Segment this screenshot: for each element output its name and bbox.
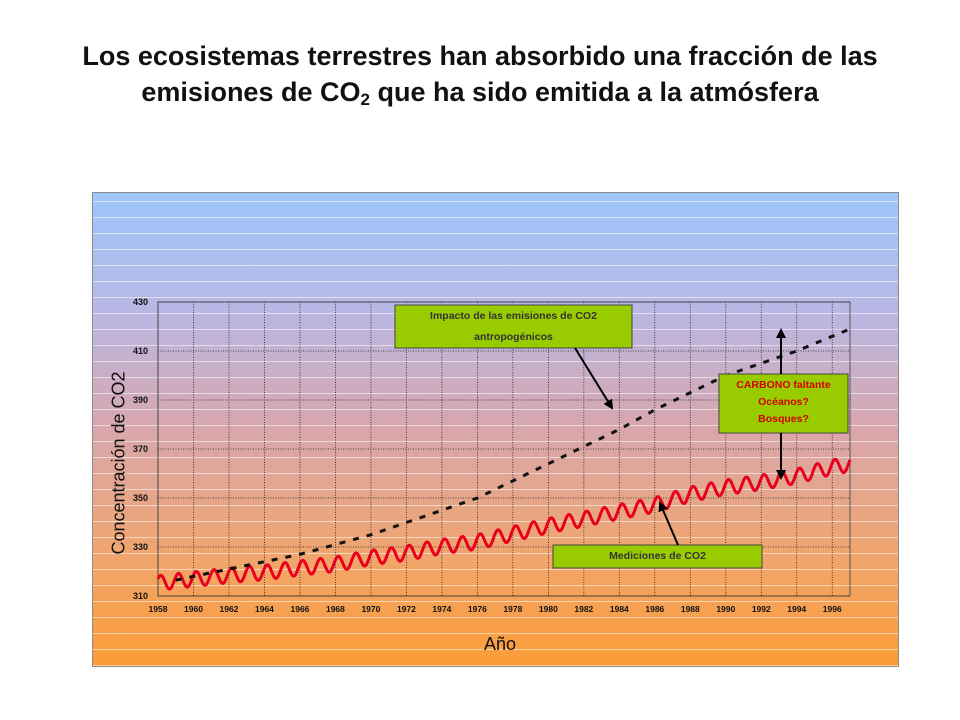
x-tick-label: 1966 [290,604,309,614]
background-stripe [93,393,898,394]
annotation-mediciones [552,544,763,569]
x-tick-label: 1996 [823,604,842,614]
background-stripe [93,601,898,602]
background-stripe [93,457,898,458]
annotation-carbono-faltante-text: CARBONO faltante [736,379,831,391]
x-tick-label: 1990 [716,604,735,614]
y-tick-label: 350 [133,493,148,503]
x-tick-label: 1976 [468,604,487,614]
x-axis-label: Año [483,634,517,654]
background-stripe [93,633,898,634]
x-tick-label: 1962 [220,604,239,614]
annotation-emisiones-text: Impacto de las emisiones de CO2 [430,310,597,322]
background-stripe [93,473,898,474]
title-line-2: emisiones de CO2 que ha sido emitida a l… [40,74,920,118]
background-stripe [93,409,898,410]
x-tick-label: 1964 [255,604,274,614]
title-line-2-post: que ha sido emitida a la atmósfera [369,77,819,107]
y-tick-label: 430 [133,297,148,307]
background-stripe [93,617,898,618]
background-stripe [93,249,898,250]
y-tick-label: 410 [133,346,148,356]
series-emisiones-line [175,327,851,582]
y-tick-label: 310 [133,591,148,601]
background-stripe [93,489,898,490]
background-stripe [93,585,898,586]
y-tick-label: 370 [133,444,148,454]
background-stripe [93,441,898,442]
title-line-2-sub: 2 [360,90,370,109]
x-tick-label: 1978 [503,604,522,614]
title-line-1: Los ecosistemas terrestres han absorbido… [82,41,878,71]
background-stripe [93,521,898,522]
annotation-emisiones-text: antropogénicos [474,331,553,343]
annotation-carbono-faltante [718,373,849,434]
x-tick-label: 1974 [432,604,451,614]
y-tick-label: 390 [133,395,148,405]
x-tick-label: 1960 [184,604,203,614]
background-stripe [93,265,898,266]
background-stripe [93,297,898,298]
x-tick-label: 1992 [752,604,771,614]
background-stripe [93,569,898,570]
x-tick-label: 1988 [681,604,700,614]
x-tick-label: 1958 [149,604,168,614]
x-tick-label: 1984 [610,604,629,614]
background-stripe [93,505,898,506]
background-stripe [93,201,898,202]
arrow-emisiones [574,347,614,410]
background-stripe [93,233,898,234]
title-line-2-pre: emisiones de CO [141,77,361,107]
x-tick-label: 1970 [361,604,380,614]
background-stripe [93,281,898,282]
background-stripe [93,217,898,218]
background-stripe [93,553,898,554]
annotation-emisiones [394,304,633,349]
annotation-mediciones-text: Mediciones de CO2 [609,550,706,562]
x-tick-label: 1968 [326,604,345,614]
x-tick-label: 1986 [645,604,664,614]
x-tick-label: 1980 [539,604,558,614]
x-tick-label: 1972 [397,604,416,614]
y-axis-label-text: Concentración de CO2 [108,371,129,555]
x-tick-label: 1982 [574,604,593,614]
annotation-carbono-faltante-text: Bosques? [758,413,809,425]
slide-title: Los ecosistemas terrestres han absorbido… [40,38,920,118]
background-stripe [93,425,898,426]
background-stripe [93,649,898,650]
y-tick-label: 330 [133,542,148,552]
background-stripe [93,361,898,362]
arrow-mediciones [658,501,679,546]
x-tick-label: 1994 [787,604,806,614]
background-stripe [93,377,898,378]
background-stripe [93,665,898,666]
series-mediciones-line [156,457,852,591]
background-stripe [93,537,898,538]
annotation-carbono-faltante-text: Océanos? [758,396,809,408]
